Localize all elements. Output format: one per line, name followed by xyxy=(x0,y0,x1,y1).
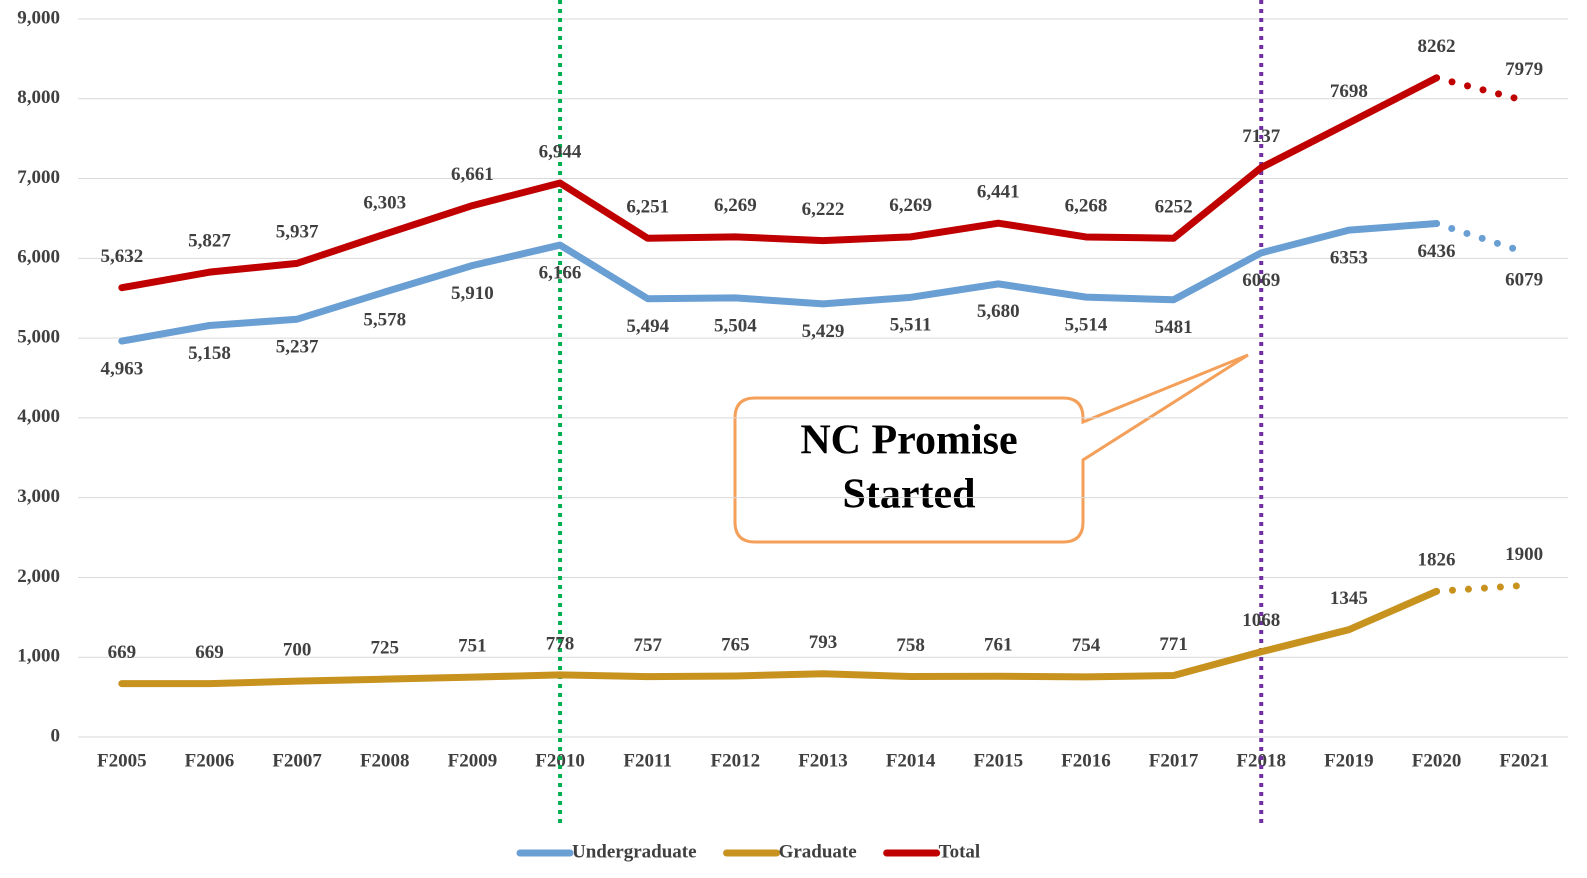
data-label: 5481 xyxy=(1155,317,1193,338)
data-label: 6,268 xyxy=(1065,195,1108,216)
data-label: 6353 xyxy=(1330,248,1368,269)
data-label: 4,963 xyxy=(100,358,143,379)
data-label: 5,910 xyxy=(451,283,494,304)
x-tick-label: F2013 xyxy=(798,750,848,771)
data-label: 725 xyxy=(371,638,400,659)
data-label: 5,237 xyxy=(276,337,319,358)
y-tick-label: 5,000 xyxy=(17,326,60,347)
data-label: 6,944 xyxy=(539,141,582,162)
data-label: 6069 xyxy=(1242,270,1280,291)
series-line-projected xyxy=(1433,74,1528,104)
x-tick-label: F2021 xyxy=(1499,750,1549,771)
y-tick-label: 7,000 xyxy=(17,167,60,188)
data-label: 6079 xyxy=(1505,269,1543,290)
annotation-line: NC Promise xyxy=(800,418,1017,464)
x-tick-label: F2012 xyxy=(711,750,761,771)
data-label: 754 xyxy=(1072,635,1101,656)
data-label: 771 xyxy=(1159,634,1188,655)
y-tick-label: 4,000 xyxy=(17,406,60,427)
x-tick-label: F2011 xyxy=(623,750,672,771)
data-label: 761 xyxy=(984,635,1013,656)
data-label: 5,494 xyxy=(626,316,669,337)
x-tick-label: F2017 xyxy=(1149,750,1199,771)
data-label: 7979 xyxy=(1505,59,1543,80)
data-label: 1826 xyxy=(1418,550,1456,571)
series-line xyxy=(118,74,1441,292)
data-label: 5,504 xyxy=(714,315,757,336)
x-tick-label: F2019 xyxy=(1324,750,1374,771)
data-label: 669 xyxy=(195,642,224,663)
data-label: 6,303 xyxy=(363,193,406,214)
y-tick-label: 9,000 xyxy=(17,7,60,28)
data-label: 751 xyxy=(458,635,487,656)
data-label: 700 xyxy=(283,640,312,661)
data-label: 6252 xyxy=(1155,197,1193,218)
series-line xyxy=(118,587,1441,688)
data-label: 1900 xyxy=(1505,544,1543,565)
legend-label: Undergraduate xyxy=(572,841,697,862)
data-label: 5,429 xyxy=(802,321,845,342)
data-label: 6,441 xyxy=(977,182,1020,203)
legend-label: Total xyxy=(939,841,981,862)
series-line xyxy=(118,220,1441,345)
callout xyxy=(733,353,1249,544)
data-label: 8262 xyxy=(1418,36,1456,57)
data-label: 765 xyxy=(721,634,750,655)
y-tick-label: 3,000 xyxy=(17,486,60,507)
annotation-line: Started xyxy=(843,472,976,518)
x-tick-label: F2007 xyxy=(272,750,322,771)
data-label: 6436 xyxy=(1418,241,1456,262)
x-tick-label: F2016 xyxy=(1061,750,1111,771)
data-label: 1345 xyxy=(1330,588,1368,609)
x-tick-label: F2005 xyxy=(97,750,147,771)
legend-label: Graduate xyxy=(779,841,857,862)
x-tick-label: F2020 xyxy=(1412,750,1462,771)
data-label: 757 xyxy=(633,635,662,656)
data-label: 5,511 xyxy=(890,315,932,336)
data-label: 793 xyxy=(809,632,838,653)
data-label: 6,251 xyxy=(626,197,669,218)
y-tick-label: 0 xyxy=(51,725,61,746)
x-tick-label: F2010 xyxy=(535,750,585,771)
data-label: 5,827 xyxy=(188,230,231,251)
x-tick-label: F2008 xyxy=(360,750,410,771)
data-label: 6,166 xyxy=(539,262,582,283)
data-label: 669 xyxy=(108,642,137,663)
x-tick-label: F2014 xyxy=(886,750,936,771)
data-label: 5,632 xyxy=(100,246,143,267)
x-tick-label: F2006 xyxy=(185,750,235,771)
x-tick-label: F2018 xyxy=(1236,750,1286,771)
data-label: 7698 xyxy=(1330,81,1368,102)
data-label: 5,158 xyxy=(188,343,231,364)
data-label: 5,514 xyxy=(1065,314,1108,335)
data-label: 758 xyxy=(896,635,925,656)
data-label: 6,269 xyxy=(889,195,932,216)
series-line-projected xyxy=(1433,220,1528,256)
data-label: 778 xyxy=(546,633,575,654)
x-tick-label: F2009 xyxy=(448,750,498,771)
y-tick-label: 1,000 xyxy=(17,646,60,667)
data-label: 1068 xyxy=(1242,610,1280,631)
data-label: 7137 xyxy=(1242,126,1281,147)
data-label: 5,937 xyxy=(276,222,319,243)
data-label: 5,680 xyxy=(977,301,1020,322)
data-label: 5,578 xyxy=(363,309,406,330)
y-tick-label: 8,000 xyxy=(17,87,60,108)
data-label: 6,661 xyxy=(451,164,494,185)
series-line-projected xyxy=(1433,581,1528,595)
y-tick-label: 6,000 xyxy=(17,247,60,268)
data-label: 6,269 xyxy=(714,195,757,216)
y-tick-label: 2,000 xyxy=(17,566,60,587)
x-tick-label: F2015 xyxy=(973,750,1023,771)
data-label: 6,222 xyxy=(802,199,845,220)
